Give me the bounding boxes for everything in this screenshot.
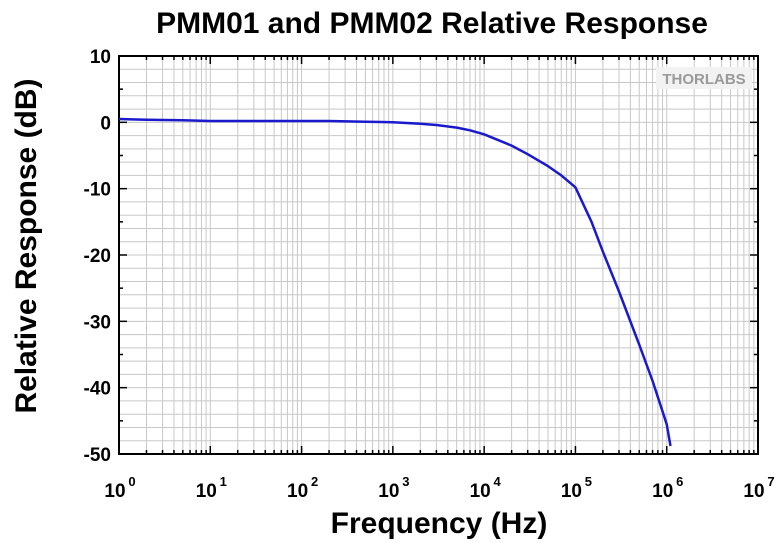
x-tick-label: 10 7: [743, 474, 774, 502]
x-tick-label: 10 4: [470, 474, 502, 502]
x-tick-label-exponent: 2: [311, 474, 318, 489]
logo-background: [656, 67, 752, 89]
y-tick-label: -20: [84, 246, 111, 267]
x-tick-label: 10 6: [652, 474, 683, 502]
x-tick-label-base: 10: [196, 481, 217, 502]
x-tick-label-base: 10: [652, 481, 673, 502]
x-tick-label-base: 10: [561, 481, 582, 502]
y-axis-title: Relative Response (dB): [10, 78, 43, 413]
x-tick-label-base: 10: [104, 481, 125, 502]
y-tick-labels: 10 0 -10 -20 -30 -40 -50: [84, 47, 111, 466]
y-tick-label: -50: [84, 445, 111, 466]
y-tick-label: -10: [84, 180, 111, 201]
x-tick-label: 10 3: [378, 474, 409, 502]
x-tick-label-exponent: 4: [494, 474, 502, 489]
x-tick-label-base: 10: [378, 481, 399, 502]
x-tick-label-exponent: 1: [220, 474, 227, 489]
thorlabs-logo: THORLABS: [656, 67, 752, 89]
x-tick-label: 10 1: [196, 474, 227, 502]
axis-ticks: [118, 55, 758, 455]
x-tick-label: 10 5: [561, 474, 592, 502]
x-tick-label: 10 0: [104, 474, 135, 502]
x-tick-label-exponent: 0: [128, 474, 135, 489]
y-tick-label: -40: [84, 379, 111, 400]
x-tick-label: 10 2: [287, 474, 318, 502]
x-tick-label-exponent: 5: [585, 474, 592, 489]
x-tick-label-exponent: 3: [402, 474, 409, 489]
series-group: [118, 117, 672, 447]
y-tick-label: 10: [90, 47, 111, 68]
x-tick-label-base: 10: [743, 481, 764, 502]
series-line: [118, 117, 672, 447]
x-tick-label-base: 10: [470, 481, 491, 502]
x-tick-label-exponent: 7: [767, 474, 774, 489]
x-tick-label-exponent: 6: [676, 474, 683, 489]
grid: [119, 56, 758, 454]
logo-text: THORLABS: [662, 71, 745, 88]
x-tick-label-base: 10: [287, 481, 308, 502]
x-axis-title: Frequency (Hz): [331, 507, 548, 540]
chart-title: PMM01 and PMM02 Relative Response: [156, 7, 708, 40]
x-tick-labels: 10 0 10 1 10 2 10 3 10 4 10 5 10 6 10 7: [104, 474, 774, 502]
y-tick-label: -30: [84, 312, 111, 333]
y-tick-label: 0: [100, 113, 111, 134]
